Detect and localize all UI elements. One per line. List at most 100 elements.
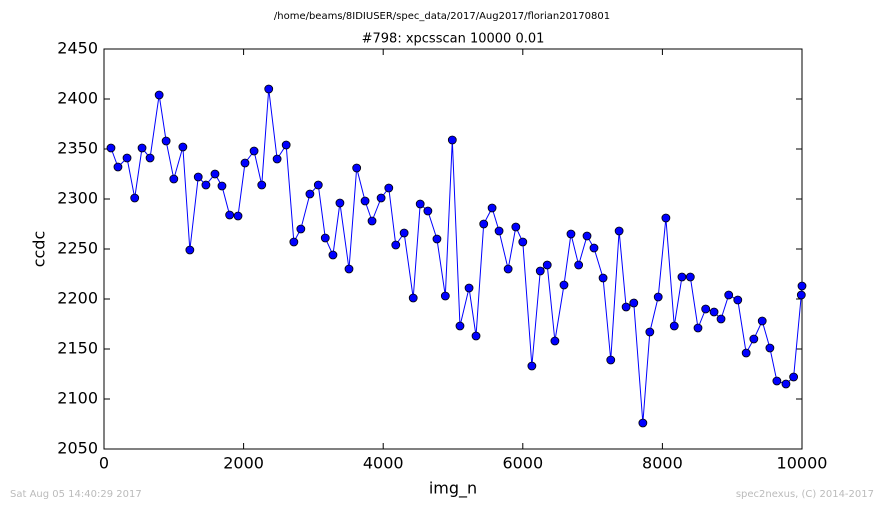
data-point — [559, 280, 569, 290]
data-point — [574, 260, 584, 270]
data-point — [130, 193, 140, 203]
data-point — [781, 379, 791, 389]
data-point — [264, 84, 274, 94]
y-tick-label: 2050 — [57, 439, 98, 458]
plot-frame — [103, 48, 803, 450]
x-tick-label: 8000 — [642, 454, 683, 473]
data-point — [360, 196, 370, 206]
data-point — [716, 314, 726, 324]
data-point — [415, 199, 425, 209]
data-point — [685, 272, 695, 282]
data-point — [154, 90, 164, 100]
data-point — [638, 418, 648, 428]
data-point — [494, 226, 504, 236]
data-point — [145, 153, 155, 163]
data-point — [677, 272, 687, 282]
data-point — [313, 180, 323, 190]
data-point — [796, 290, 806, 300]
data-point — [629, 298, 639, 308]
data-point — [693, 323, 703, 333]
data-point — [471, 331, 481, 341]
data-point — [614, 226, 624, 236]
chart-title: #798: xpcsscan 10000 0.01 — [362, 32, 545, 47]
data-point — [178, 142, 188, 152]
data-point — [305, 189, 315, 199]
data-point — [225, 210, 235, 220]
data-point — [384, 183, 394, 193]
data-point — [376, 193, 386, 203]
data-point — [185, 245, 195, 255]
data-point — [249, 146, 259, 156]
data-point — [709, 307, 719, 317]
x-tick-label: 0 — [99, 454, 109, 473]
data-point — [233, 211, 243, 221]
data-point — [749, 334, 759, 344]
data-point — [161, 136, 171, 146]
data-point — [455, 321, 465, 331]
data-point — [566, 229, 576, 239]
y-tick-label: 2450 — [57, 39, 98, 58]
y-axis-label: ccdc — [30, 231, 49, 268]
data-point — [582, 231, 592, 241]
x-tick-label: 4000 — [363, 454, 404, 473]
data-point — [464, 283, 474, 293]
data-point — [296, 224, 306, 234]
data-point — [589, 243, 599, 253]
y-tick-label: 2400 — [57, 89, 98, 108]
data-point — [741, 348, 751, 358]
footer-left: Sat Aug 05 14:40:29 2017 — [10, 489, 142, 500]
data-point — [789, 372, 799, 382]
data-point — [653, 292, 663, 302]
footer-right: spec2nexus, (C) 2014-2017 — [736, 489, 874, 500]
data-point — [217, 181, 227, 191]
data-point — [137, 143, 147, 153]
x-tick-label: 10000 — [777, 454, 828, 473]
data-point — [518, 237, 528, 247]
y-tick-label: 2100 — [57, 389, 98, 408]
data-point — [765, 343, 775, 353]
data-point — [272, 154, 282, 164]
data-point — [487, 203, 497, 213]
data-point — [772, 376, 782, 386]
data-point — [335, 198, 345, 208]
data-point — [542, 260, 552, 270]
y-tick-label: 2250 — [57, 239, 98, 258]
data-point — [606, 355, 616, 365]
data-point — [550, 336, 560, 346]
y-tick-label: 2350 — [57, 139, 98, 158]
data-point — [210, 169, 220, 179]
data-point — [257, 180, 267, 190]
x-tick-label: 6000 — [502, 454, 543, 473]
data-point — [724, 290, 734, 300]
x-tick-label: 2000 — [223, 454, 264, 473]
data-point — [169, 174, 179, 184]
data-point — [281, 140, 291, 150]
data-point — [598, 273, 608, 283]
data-point — [511, 222, 521, 232]
data-point — [621, 302, 631, 312]
data-point — [320, 233, 330, 243]
data-point — [645, 327, 655, 337]
y-tick-label: 2150 — [57, 339, 98, 358]
y-tick-label: 2300 — [57, 189, 98, 208]
suptitle: /home/beams/8IDIUSER/spec_data/2017/Aug2… — [274, 11, 610, 22]
data-point — [701, 304, 711, 314]
data-point — [479, 219, 489, 229]
data-point — [408, 293, 418, 303]
data-point — [423, 206, 433, 216]
data-point — [201, 180, 211, 190]
data-point — [503, 264, 513, 274]
data-point — [367, 216, 377, 226]
data-point — [122, 153, 132, 163]
x-axis-label: img_n — [429, 479, 477, 499]
data-point — [757, 316, 767, 326]
data-point — [399, 228, 409, 238]
data-point — [432, 234, 442, 244]
data-point — [344, 264, 354, 274]
data-point — [193, 172, 203, 182]
data-point — [289, 237, 299, 247]
data-point — [440, 291, 450, 301]
data-point — [106, 143, 116, 153]
data-point — [447, 135, 457, 145]
